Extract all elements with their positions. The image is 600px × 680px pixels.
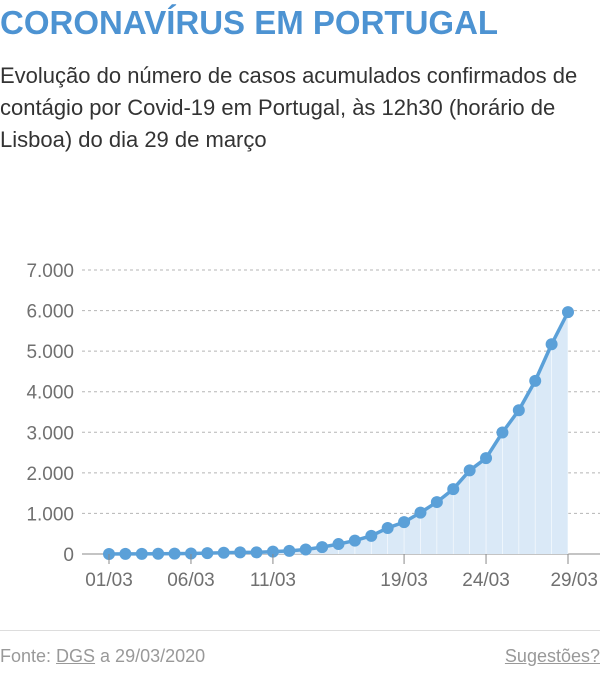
data-point xyxy=(463,464,476,477)
footer-divider xyxy=(0,630,600,631)
data-point xyxy=(266,545,279,558)
x-tick-label: 19/03 xyxy=(380,570,428,591)
data-point xyxy=(135,547,148,560)
x-tick-label: 01/03 xyxy=(85,570,133,591)
footer: Fonte: DGS a 29/03/2020 Sugestões? xyxy=(0,646,600,674)
y-tick-label: 4.000 xyxy=(26,383,74,404)
data-point xyxy=(316,541,329,554)
y-tick-label: 5.000 xyxy=(26,342,74,363)
x-tick-label: 24/03 xyxy=(462,570,510,591)
data-point xyxy=(529,374,542,387)
data-point xyxy=(496,426,509,439)
data-point xyxy=(480,452,493,465)
y-axis-ticks: 0 1.000 2.000 3.000 4.000 5.000 6.000 7.000 xyxy=(26,261,74,566)
suggestions-link[interactable]: Sugestões? xyxy=(504,646,600,666)
data-point xyxy=(414,506,427,519)
data-point xyxy=(168,547,181,560)
data-point xyxy=(152,547,165,560)
y-tick-label: 6.000 xyxy=(26,302,74,323)
data-point xyxy=(365,529,378,542)
data-point xyxy=(283,544,296,557)
chart-subtitle: Evolução do número de casos acumulados c… xyxy=(0,63,578,152)
x-axis-ticks: 01/03 06/03 11/03 19/03 24/03 29/03 xyxy=(85,554,598,591)
source-link[interactable]: DGS xyxy=(56,646,96,666)
data-point xyxy=(545,338,558,351)
x-tick-label: 29/03 xyxy=(550,570,598,591)
chart-title: CORONAVÍRUS EM PORTUGAL xyxy=(0,4,499,41)
y-tick-label: 3.000 xyxy=(26,423,74,444)
data-point xyxy=(562,306,574,319)
data-point xyxy=(348,534,361,547)
source-credit: Fonte: DGS a 29/03/2020 xyxy=(0,646,205,667)
data-point xyxy=(217,546,230,559)
data-point xyxy=(512,404,525,417)
y-tick-label: 2.000 xyxy=(26,464,74,485)
y-tick-label: 0 xyxy=(63,545,74,566)
grid-lines xyxy=(82,269,600,555)
y-tick-label: 7.000 xyxy=(26,261,74,282)
data-point xyxy=(332,538,345,551)
x-tick-label: 11/03 xyxy=(250,570,296,591)
data-point xyxy=(119,547,132,560)
data-point xyxy=(398,516,411,529)
source-date: a 29/03/2020 xyxy=(95,646,206,666)
data-point xyxy=(184,547,197,560)
data-point xyxy=(299,543,312,556)
data-point xyxy=(430,496,443,509)
data-point xyxy=(381,521,394,534)
source-prefix: Fonte: xyxy=(0,646,57,666)
y-tick-label: 1.000 xyxy=(26,504,74,525)
data-point xyxy=(234,546,247,559)
data-points xyxy=(103,306,574,560)
data-point xyxy=(447,483,460,496)
cases-area-chart: 0 1.000 2.000 3.000 4.000 5.000 6.000 7.000 01/… xyxy=(26,261,600,591)
data-point xyxy=(250,546,263,559)
x-tick-label: 06/03 xyxy=(167,570,215,591)
data-point xyxy=(201,547,214,560)
